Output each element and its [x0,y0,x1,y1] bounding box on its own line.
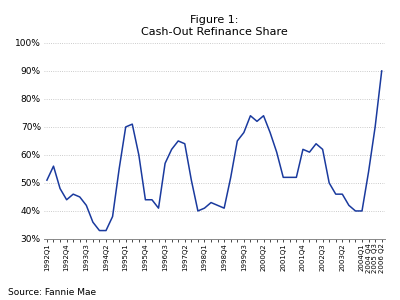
Text: Source: Fannie Mae: Source: Fannie Mae [8,288,96,297]
Title: Figure 1:
Cash-Out Refinance Share: Figure 1: Cash-Out Refinance Share [141,15,288,37]
